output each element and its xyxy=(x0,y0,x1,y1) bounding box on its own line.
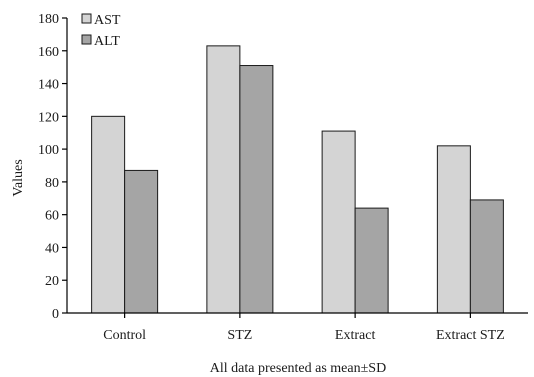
bar-alt-stz xyxy=(239,65,274,314)
x-axis-title: All data presented as mean±SD xyxy=(210,361,386,376)
y-tick-label: 40 xyxy=(45,241,59,256)
bar-alt-control xyxy=(124,169,159,314)
bar-alt-extract xyxy=(354,207,389,314)
y-tick-label: 0 xyxy=(52,307,59,322)
bar-alt-extract-stz xyxy=(469,199,504,314)
bar-group xyxy=(91,45,504,314)
y-tick-label: 20 xyxy=(45,274,59,289)
legend-label-alt: ALT xyxy=(94,34,120,49)
x-category-label: STZ xyxy=(227,328,252,343)
bar-ast-extract-stz xyxy=(436,145,471,314)
y-axis-title: Values xyxy=(11,159,26,196)
bar-ast-control xyxy=(91,115,126,314)
y-tick-label: 180 xyxy=(38,12,59,27)
x-category-label: Extract STZ xyxy=(436,328,505,343)
y-tick-label: 160 xyxy=(38,45,59,60)
bar-ast-extract xyxy=(321,130,356,314)
y-tick-label: 60 xyxy=(45,209,59,224)
legend: AST ALT xyxy=(81,13,121,49)
y-tick-label: 120 xyxy=(38,110,59,125)
y-axis-ticks: 0 20 40 60 80 100 120 140 160 180 xyxy=(38,12,67,322)
y-tick-label: 80 xyxy=(45,176,59,191)
x-category-label: Control xyxy=(103,328,146,343)
legend-label-ast: AST xyxy=(94,13,121,28)
x-axis-category-labels: Control STZ Extract Extract STZ xyxy=(103,313,505,343)
legend-swatch-ast xyxy=(81,13,92,24)
y-tick-label: 100 xyxy=(38,143,59,158)
y-tick-label: 140 xyxy=(38,78,59,93)
x-category-label: Extract xyxy=(335,328,376,343)
legend-swatch-alt xyxy=(81,34,92,45)
bar-ast-stz xyxy=(206,45,241,314)
